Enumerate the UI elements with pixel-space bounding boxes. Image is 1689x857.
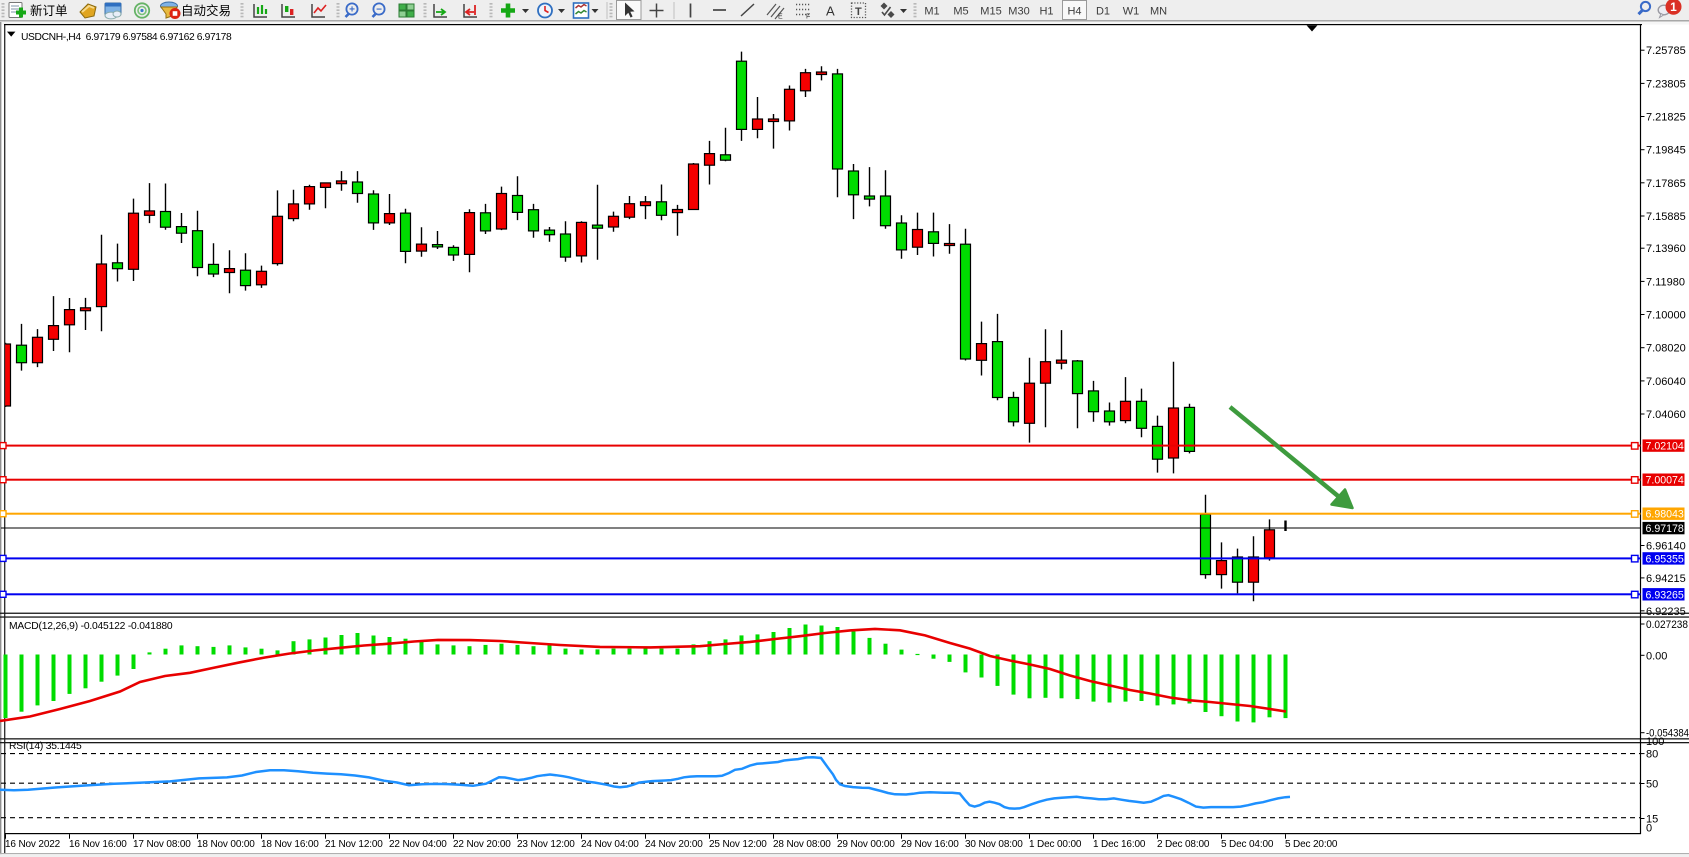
svg-text:−: − — [376, 5, 382, 16]
svg-text:7.17865: 7.17865 — [1646, 178, 1686, 190]
svg-text:M1: M1 — [924, 6, 939, 18]
svg-text:H4: H4 — [1067, 6, 1081, 18]
svg-text:H1: H1 — [1039, 6, 1053, 18]
svg-text:24 Nov 20:00: 24 Nov 20:00 — [645, 839, 703, 850]
svg-text:6.96140: 6.96140 — [1646, 541, 1686, 553]
svg-text:22 Nov 04:00: 22 Nov 04:00 — [389, 839, 447, 850]
svg-text:1: 1 — [1670, 0, 1677, 14]
svg-text:25 Nov 12:00: 25 Nov 12:00 — [709, 839, 767, 850]
svg-text:29 Nov 00:00: 29 Nov 00:00 — [837, 839, 895, 850]
svg-text:7.04060: 7.04060 — [1646, 409, 1686, 421]
svg-text:M5: M5 — [953, 6, 968, 18]
svg-text:23 Nov 12:00: 23 Nov 12:00 — [517, 839, 575, 850]
svg-text:1 Dec 16:00: 1 Dec 16:00 — [1093, 839, 1146, 850]
svg-text:7.10000: 7.10000 — [1646, 310, 1686, 322]
svg-text:100: 100 — [1646, 736, 1664, 748]
svg-text:自动交易: 自动交易 — [181, 3, 231, 18]
svg-text:28 Nov 08:00: 28 Nov 08:00 — [773, 839, 831, 850]
svg-text:0.00: 0.00 — [1646, 650, 1667, 662]
svg-text:6.92235: 6.92235 — [1646, 606, 1686, 618]
svg-text:7.00074: 7.00074 — [1646, 475, 1684, 487]
svg-text:29 Nov 16:00: 29 Nov 16:00 — [901, 839, 959, 850]
svg-text:5 Dec 04:00: 5 Dec 04:00 — [1221, 839, 1274, 850]
svg-text:80: 80 — [1646, 749, 1658, 761]
svg-text:F: F — [806, 14, 810, 21]
svg-text:6.98043: 6.98043 — [1646, 509, 1684, 521]
svg-text:1 Dec 00:00: 1 Dec 00:00 — [1029, 839, 1082, 850]
svg-text:7.21825: 7.21825 — [1646, 112, 1686, 124]
svg-text:0: 0 — [1646, 823, 1652, 835]
svg-text:22 Nov 20:00: 22 Nov 20:00 — [453, 839, 511, 850]
svg-text:6.97178: 6.97178 — [1646, 523, 1684, 535]
svg-text:16 Nov 16:00: 16 Nov 16:00 — [69, 839, 127, 850]
svg-text:A: A — [826, 4, 835, 19]
svg-text:M30: M30 — [1008, 6, 1029, 18]
svg-text:6.94215: 6.94215 — [1646, 573, 1686, 585]
svg-text:7.13960: 7.13960 — [1646, 243, 1686, 255]
svg-text:15: 15 — [1646, 814, 1658, 826]
svg-text:M15: M15 — [980, 6, 1001, 18]
svg-text:0.027238: 0.027238 — [1646, 619, 1688, 631]
svg-text:50: 50 — [1646, 779, 1658, 791]
svg-text:MN: MN — [1150, 6, 1167, 18]
svg-text:-0.054384: -0.054384 — [1646, 728, 1689, 740]
svg-text:T: T — [855, 6, 862, 18]
svg-text:MACD(12,26,9) -0.045122 -0.041: MACD(12,26,9) -0.045122 -0.041880 — [9, 621, 173, 632]
svg-text:7.06040: 7.06040 — [1646, 376, 1686, 388]
svg-text:7.11980: 7.11980 — [1646, 276, 1685, 288]
svg-text:USDCNH-,H4 6.97179 6.97584 6.: USDCNH-,H4 6.97179 6.97584 6.97162 6.971… — [21, 32, 232, 43]
svg-text:16 Nov 2022: 16 Nov 2022 — [5, 839, 61, 850]
svg-text:24 Nov 04:00: 24 Nov 04:00 — [581, 839, 639, 850]
svg-text:D1: D1 — [1096, 6, 1110, 18]
svg-text:W1: W1 — [1123, 6, 1140, 18]
svg-text:6.93265: 6.93265 — [1646, 589, 1684, 601]
svg-text:+: + — [349, 5, 355, 16]
svg-text:5 Dec 20:00: 5 Dec 20:00 — [1285, 839, 1338, 850]
svg-text:7.19845: 7.19845 — [1646, 145, 1686, 157]
svg-text:18 Nov 16:00: 18 Nov 16:00 — [261, 839, 319, 850]
svg-text:E: E — [778, 14, 783, 21]
svg-text:7.25785: 7.25785 — [1646, 45, 1686, 57]
svg-text:7.23805: 7.23805 — [1646, 78, 1686, 90]
svg-text:6.95355: 6.95355 — [1646, 553, 1684, 565]
svg-text:RSI(14) 35.1445: RSI(14) 35.1445 — [9, 741, 82, 752]
svg-text:7.08020: 7.08020 — [1646, 343, 1686, 355]
svg-text:17 Nov 08:00: 17 Nov 08:00 — [133, 839, 191, 850]
svg-text:2 Dec 08:00: 2 Dec 08:00 — [1157, 839, 1210, 850]
svg-text:30 Nov 08:00: 30 Nov 08:00 — [965, 839, 1023, 850]
svg-text:7.15885: 7.15885 — [1646, 211, 1686, 223]
svg-text:新订单: 新订单 — [30, 3, 68, 18]
svg-text:7.02104: 7.02104 — [1646, 441, 1684, 453]
svg-text:21 Nov 12:00: 21 Nov 12:00 — [325, 839, 383, 850]
svg-text:18 Nov 00:00: 18 Nov 00:00 — [197, 839, 255, 850]
